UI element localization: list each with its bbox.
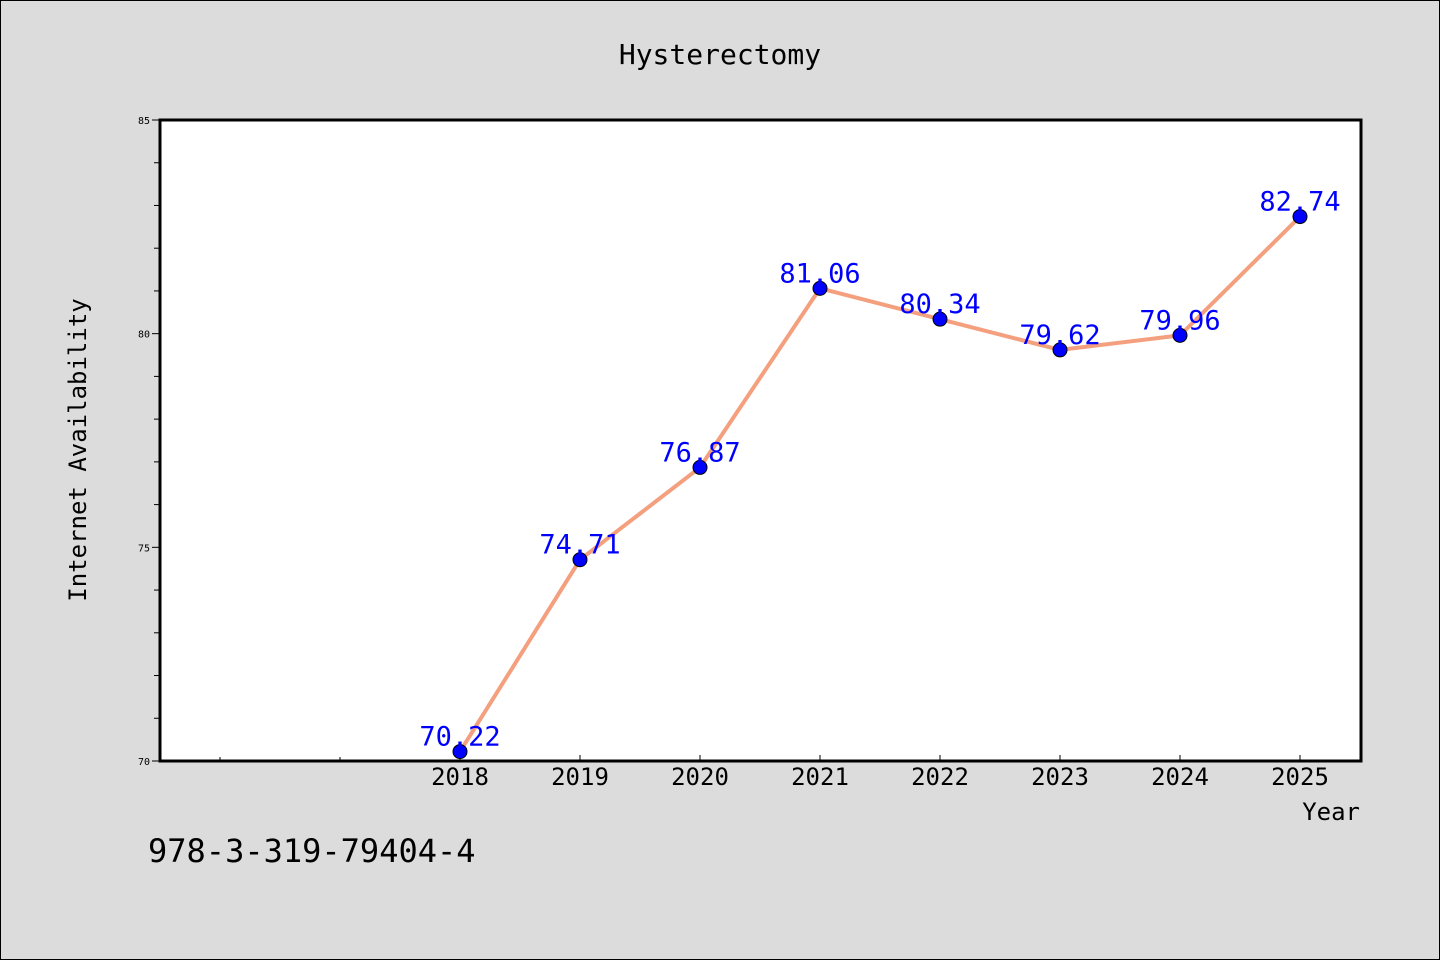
data-point bbox=[812, 280, 828, 296]
x-axis-ticks: 2018 2019 2020 2021 2022 2023 2024 2025 bbox=[219, 755, 1329, 791]
data-point bbox=[1052, 342, 1068, 358]
x-tick-label: 2018 bbox=[431, 763, 489, 791]
x-tick-label: 2024 bbox=[1151, 763, 1209, 791]
x-tick-label: 2023 bbox=[1031, 763, 1089, 791]
data-label: 81.06 bbox=[779, 258, 860, 289]
isbn-text: 978-3-319-79404-4 bbox=[148, 832, 476, 870]
chart-title: Hysterectomy bbox=[619, 38, 821, 71]
y-tick-label: 70 bbox=[138, 757, 150, 768]
data-point bbox=[1292, 209, 1308, 225]
y-tick-label: 80 bbox=[138, 330, 150, 341]
plot-area bbox=[158, 118, 1363, 763]
y-axis-ticks: 70 75 80 85 bbox=[138, 116, 160, 768]
x-tick-label: 2020 bbox=[671, 763, 729, 791]
data-label: 79.96 bbox=[1139, 305, 1220, 336]
data-label: 80.34 bbox=[899, 289, 980, 320]
data-point bbox=[1172, 327, 1188, 343]
data-point bbox=[932, 311, 948, 327]
series-layer: 70.22 74.71 76.87 81.06 80.34 79.62 79.96 82.74 bbox=[419, 187, 1341, 760]
x-tick-label: 2022 bbox=[911, 763, 969, 791]
data-point bbox=[572, 552, 588, 568]
x-axis-label: Year bbox=[1302, 798, 1360, 826]
data-label: 79.62 bbox=[1019, 320, 1100, 351]
data-point bbox=[452, 744, 468, 760]
data-label: 76.87 bbox=[659, 437, 740, 468]
series-line bbox=[458, 215, 1302, 753]
x-tick-label: 2019 bbox=[551, 763, 609, 791]
data-label: 74.71 bbox=[539, 530, 620, 561]
data-label: 82.74 bbox=[1259, 187, 1340, 218]
data-label: 70.22 bbox=[419, 722, 500, 753]
y-tick-label: 85 bbox=[138, 116, 150, 127]
data-point bbox=[692, 459, 708, 475]
y-tick-label: 75 bbox=[138, 543, 150, 554]
x-tick-label: 2025 bbox=[1271, 763, 1329, 791]
y-axis-label: Internet Availability bbox=[64, 298, 92, 601]
x-tick-label: 2021 bbox=[791, 763, 849, 791]
